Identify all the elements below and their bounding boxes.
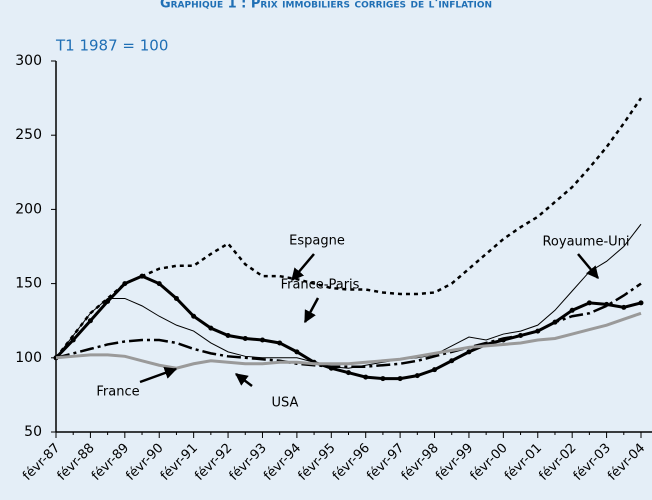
point [225,333,231,339]
x-tick-label: févr-02 [536,441,579,484]
x-tick-label: févr-87 [20,441,63,484]
annotation: Espagne [289,234,345,249]
y-tick-label: 50 [24,424,42,440]
annotation-arrow [139,366,178,384]
series-line [55,97,643,359]
point [346,370,351,376]
point [621,304,627,310]
point [294,349,300,355]
point [363,374,369,380]
point [139,273,145,279]
x-tick-label: févr-99 [433,441,476,484]
annotation: USA [272,396,299,411]
point [105,298,111,304]
x-tick-label: févr-93 [227,441,270,484]
x-tick-label: févr-91 [158,441,201,484]
point [191,313,197,319]
annotation-arrow [235,373,253,387]
point [466,349,472,355]
series-line [55,311,642,370]
x-tick-label: févr-04 [605,441,648,484]
point [259,337,265,343]
x-tick-label: févr-96 [330,441,373,484]
x-tick-label: févr-00 [468,441,511,484]
y-tick-label: 250 [15,127,42,143]
y-tick-label: 300 [15,53,42,69]
x-tick-label: févr-94 [261,441,304,484]
point [397,376,403,382]
point [569,307,575,313]
x-tick-label: févr-90 [123,441,166,484]
x-tick-label: févr-03 [571,441,614,484]
annotation-arrow [303,297,320,324]
point [414,373,420,379]
x-tick-label: févr-95 [295,441,338,484]
y-tick-label: 150 [15,276,42,292]
annotation: France-Paris [281,278,360,293]
point [586,300,592,306]
chart-title: Graphique 1 : Prix immobiliers corrigés … [160,0,492,12]
x-tick-label: févr-97 [364,441,407,484]
x-tick-label: févr-92 [192,441,235,484]
x-tick-label: févr-01 [502,441,545,484]
point [87,318,93,324]
annotation-arrow [291,253,315,281]
point [208,325,214,331]
point [70,337,76,343]
point [638,300,644,306]
series-line [55,223,642,369]
point [173,295,179,301]
point [380,376,386,382]
annotation: Royaume-Uni [542,235,629,250]
point [156,281,162,287]
annotation-arrow [577,253,599,279]
point [277,340,283,346]
x-tick-label: févr-88 [55,441,98,484]
point [122,281,128,287]
x-tick-label: févr-89 [89,441,132,484]
point [432,367,438,373]
point [449,358,455,364]
annotation: France [96,385,139,400]
y-tick-label: 200 [15,201,42,217]
point [518,333,524,339]
x-tick-label: févr-98 [399,441,442,484]
series-line [55,282,642,368]
chart-subtitle: T1 1987 = 100 [55,37,168,55]
point [242,336,248,342]
y-tick-label: 100 [15,350,42,366]
